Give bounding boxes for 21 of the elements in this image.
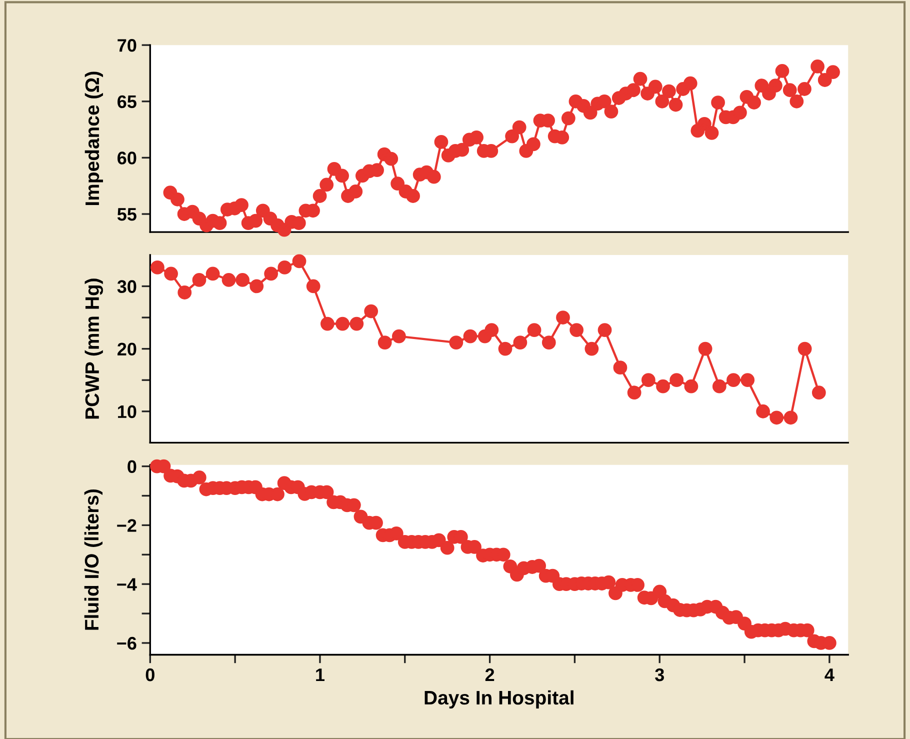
y-tick-label: 10	[118, 405, 136, 418]
point	[150, 260, 164, 274]
y-tick-label: −6	[117, 636, 136, 650]
y-tick-label: −4	[117, 578, 137, 591]
y-tick-label: 60	[118, 152, 136, 164]
x-tick-label: 3	[655, 668, 664, 682]
y-tick-label: 20	[118, 342, 136, 356]
y-axis-title: Fluid I/O (liters)	[84, 489, 102, 630]
y-tick-label: 70	[118, 39, 136, 52]
x-axis-title: Days In Hospital	[424, 690, 574, 708]
x-tick-label: 2	[485, 668, 494, 682]
y-tick-label: 55	[117, 208, 136, 221]
y-axis-title: PCWP (mm Hg)	[84, 278, 103, 419]
y-tick-label: 0	[128, 460, 136, 474]
y-axis-title: Impedance (Ω)	[84, 72, 103, 206]
y-tick-label: 30	[117, 280, 136, 293]
x-tick-label: 4	[824, 668, 834, 682]
x-tick-label: 1	[316, 668, 324, 682]
y-tick-label: 65	[118, 95, 136, 108]
y-tick-label: −2	[117, 519, 136, 532]
x-tick-label: 0	[146, 668, 154, 682]
